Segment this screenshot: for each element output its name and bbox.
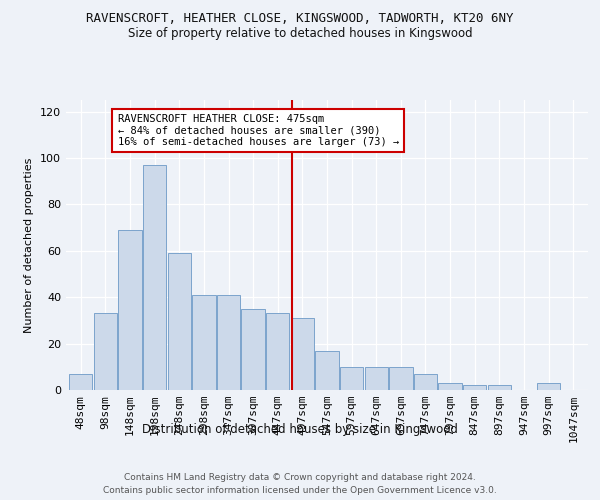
Bar — [365, 367, 388, 390]
Bar — [488, 386, 511, 390]
Text: RAVENSCROFT, HEATHER CLOSE, KINGSWOOD, TADWORTH, KT20 6NY: RAVENSCROFT, HEATHER CLOSE, KINGSWOOD, T… — [86, 12, 514, 26]
Bar — [94, 314, 117, 390]
Bar — [266, 314, 289, 390]
Bar — [316, 350, 338, 390]
Text: Contains HM Land Registry data © Crown copyright and database right 2024.: Contains HM Land Registry data © Crown c… — [124, 472, 476, 482]
Bar — [118, 230, 142, 390]
Bar — [143, 165, 166, 390]
Bar — [389, 367, 413, 390]
Bar — [217, 295, 240, 390]
Bar — [340, 367, 364, 390]
Text: Size of property relative to detached houses in Kingswood: Size of property relative to detached ho… — [128, 28, 472, 40]
Text: Contains public sector information licensed under the Open Government Licence v3: Contains public sector information licen… — [103, 486, 497, 495]
Text: RAVENSCROFT HEATHER CLOSE: 475sqm
← 84% of detached houses are smaller (390)
16%: RAVENSCROFT HEATHER CLOSE: 475sqm ← 84% … — [118, 114, 399, 147]
Bar — [192, 295, 215, 390]
Text: Distribution of detached houses by size in Kingswood: Distribution of detached houses by size … — [142, 422, 458, 436]
Bar — [537, 383, 560, 390]
Bar — [439, 383, 462, 390]
Bar — [290, 318, 314, 390]
Y-axis label: Number of detached properties: Number of detached properties — [25, 158, 34, 332]
Bar — [414, 374, 437, 390]
Bar — [167, 253, 191, 390]
Bar — [69, 374, 92, 390]
Bar — [463, 386, 487, 390]
Bar — [241, 309, 265, 390]
